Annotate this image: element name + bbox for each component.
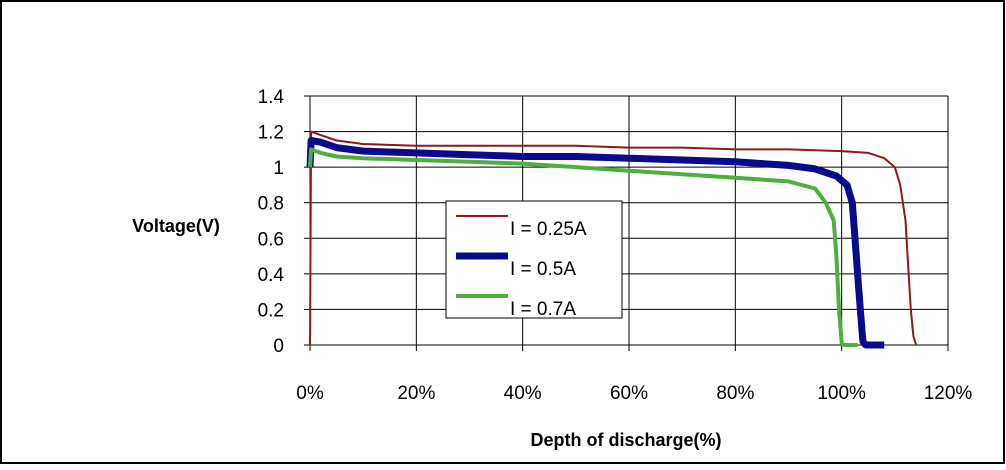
x-tick-label: 80% bbox=[716, 383, 754, 404]
legend-label-0: I = 0.25A bbox=[510, 219, 587, 240]
x-tick-label: 20% bbox=[397, 383, 435, 404]
series-line-0 bbox=[309, 130, 918, 346]
grid-layer bbox=[310, 95, 949, 345]
legend-label-1: I = 0.5A bbox=[510, 259, 576, 280]
x-tick-label: 0% bbox=[296, 383, 324, 404]
legend: I = 0.25A I = 0.5A I = 0.7A bbox=[445, 200, 623, 320]
series-line-1 bbox=[306, 137, 885, 349]
y-tick-label: 0.6 bbox=[258, 229, 284, 250]
x-tick-label: 40% bbox=[504, 383, 542, 404]
tick-layer: 0 0.2 0.4 0.6 0.8 1 1.2 1.4 0% 20% 40% 60% 80% 100% 12… bbox=[258, 87, 973, 404]
y-tick-label: 0 bbox=[273, 336, 284, 357]
legend-label-2: I = 0.7A bbox=[510, 299, 576, 320]
y-axis-title: Voltage(V) bbox=[132, 216, 220, 236]
x-tick-label: 100% bbox=[817, 383, 866, 404]
x-tick-label: 120% bbox=[924, 383, 973, 404]
x-tick-label: 60% bbox=[610, 383, 648, 404]
y-tick-label: 0.2 bbox=[258, 300, 284, 321]
series-line-2 bbox=[308, 147, 858, 347]
y-tick-label: 1.4 bbox=[258, 87, 285, 108]
y-tick-label: 1 bbox=[273, 158, 284, 179]
x-axis-title: Depth of discharge(%) bbox=[530, 430, 721, 450]
series-layer bbox=[306, 130, 918, 349]
y-tick-label: 0.8 bbox=[258, 194, 284, 215]
y-tick-label: 1.2 bbox=[258, 123, 284, 144]
y-tick-label: 0.4 bbox=[258, 265, 285, 286]
